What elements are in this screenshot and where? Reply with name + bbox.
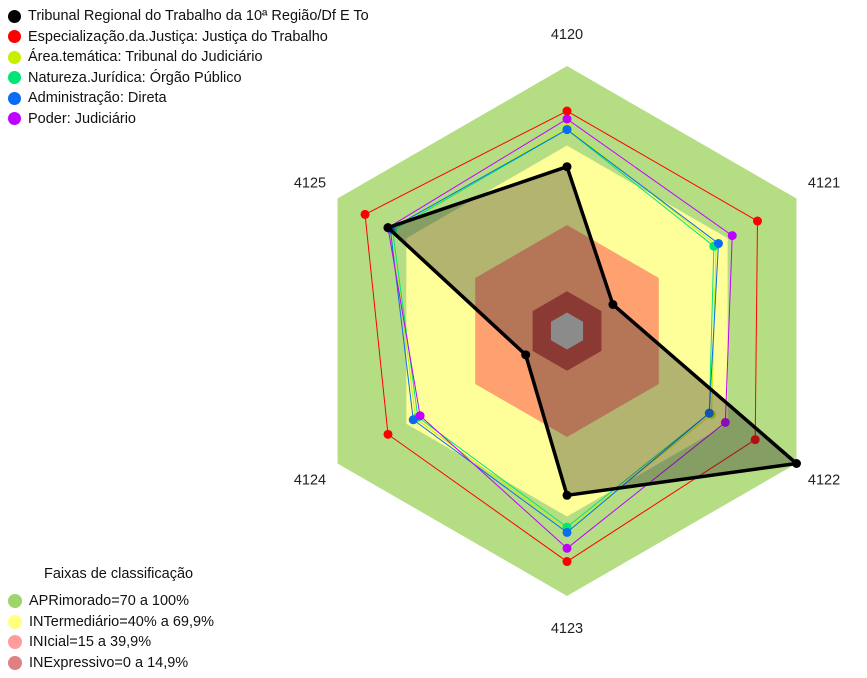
data-point (383, 223, 393, 233)
legend-marker (8, 9, 21, 23)
legend-item: Área.temática: Tribunal do Judiciário (8, 47, 369, 68)
band-legend-item: APRimorado=70 a 100% (8, 591, 214, 612)
band-legend-marker (8, 594, 22, 609)
axis-label-4121: 4121 (808, 176, 840, 192)
data-point (608, 300, 618, 309)
data-point (562, 114, 572, 124)
legend-label: Tribunal Regional do Trabalho da 10ª Reg… (28, 8, 369, 25)
data-point (562, 162, 572, 172)
band-polygons (337, 66, 797, 596)
bands-legend: Faixas de classificação APRimorado=70 a … (8, 566, 214, 673)
legend-label: Área.temática: Tribunal do Judiciário (28, 49, 263, 66)
legend-marker (8, 50, 21, 64)
legend-marker (8, 91, 21, 105)
data-point (562, 125, 572, 135)
data-point (521, 350, 531, 360)
series-1 (360, 106, 762, 567)
band-legend-item: INTermediário=40% a 69,9% (8, 612, 214, 633)
legend-label: Natureza.Jurídica: Órgão Público (28, 69, 242, 86)
legend-marker (8, 112, 21, 126)
band-legend-item: INExpressivo=0 a 14,9% (8, 653, 214, 674)
data-point (562, 106, 572, 116)
axis-label-4120: 4120 (551, 27, 583, 43)
series-legend: Tribunal Regional do Trabalho da 10ª Reg… (8, 6, 369, 129)
band-legend-marker (8, 655, 22, 670)
legend-item: Especialização.da.Justiça: Justiça do Tr… (8, 27, 369, 48)
legend-label: Especialização.da.Justiça: Justiça do Tr… (28, 28, 328, 45)
band-legend-label: INExpressivo=0 a 14,9% (29, 654, 189, 671)
band-legend-label: INTermediário=40% a 69,9% (29, 613, 214, 630)
band-legend-label: APRimorado=70 a 100% (29, 593, 190, 610)
axis-label-4125: 4125 (294, 176, 326, 192)
series-layer (360, 106, 801, 567)
data-point (704, 408, 714, 418)
band-legend-marker (8, 635, 22, 650)
bands-legend-title: Faixas de classificação (44, 566, 194, 582)
axis-label-4123: 4123 (551, 621, 583, 637)
axis-labels: 4120 4121 4122 4123 4124 4125 (294, 27, 840, 637)
data-point (562, 490, 572, 500)
band-legend-label: INIcial=15 a 39,9% (29, 634, 152, 651)
legend-label: Administração: Direta (28, 90, 167, 107)
legend-item: Tribunal Regional do Trabalho da 10ª Reg… (8, 6, 369, 27)
legend-marker (8, 71, 21, 85)
data-point (720, 417, 730, 427)
data-point (562, 527, 572, 537)
legend-marker (8, 30, 21, 44)
band-legend-marker (8, 614, 22, 629)
data-point (383, 429, 393, 439)
data-point (752, 216, 762, 226)
axis-label-4124: 4124 (294, 472, 326, 488)
legend-item: Administração: Direta (8, 88, 369, 109)
data-point (727, 231, 737, 241)
band-legend-item: INIcial=15 a 39,9% (8, 632, 214, 653)
legend-label: Poder: Judiciário (28, 110, 136, 127)
legend-item: Poder: Judiciário (8, 109, 369, 130)
axis-label-4122: 4122 (808, 472, 840, 488)
data-point (562, 557, 572, 567)
data-point (750, 435, 760, 445)
data-point (408, 415, 418, 425)
series-0 (383, 162, 801, 500)
data-point (415, 411, 425, 421)
data-point (791, 459, 801, 468)
center-hexagon (550, 312, 584, 350)
data-point (562, 543, 572, 553)
legend-item: Natureza.Jurídica: Órgão Público (8, 68, 369, 89)
data-point (713, 239, 723, 249)
data-point (360, 209, 370, 219)
